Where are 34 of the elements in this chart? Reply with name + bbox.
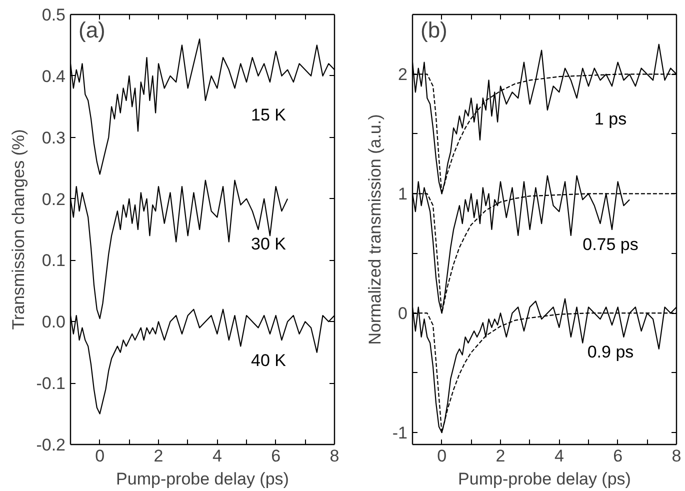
x-tick-label: 6 <box>613 446 623 466</box>
y-tick-label: -1 <box>392 424 408 443</box>
y-tick-label: 0.3 <box>42 128 66 148</box>
x-tick-label: 6 <box>271 446 281 466</box>
x-axis-title: Pump-probe delay (ps) <box>116 470 289 488</box>
x-tick-label: 8 <box>330 446 340 466</box>
y-axis-title: Transmission changes (%) <box>9 129 28 330</box>
y-tick-label: 0.4 <box>42 66 66 86</box>
x-axis-title: Pump-probe delay (ps) <box>458 470 631 488</box>
annotation: (b) <box>420 18 448 42</box>
y-tick-label: 0.1 <box>42 251 66 270</box>
y-tick-label: 2 <box>398 65 408 84</box>
y-tick-label: 0 <box>398 304 408 324</box>
y-tick-label: 0.2 <box>42 190 66 209</box>
annotation: (a) <box>78 18 106 42</box>
y-tick-label: 1 <box>398 184 408 204</box>
y-tick-label: -0.1 <box>36 374 66 394</box>
y-axis-title: Normalized transmission (a.u.) <box>365 114 384 345</box>
x-tick-label: 0 <box>437 446 447 466</box>
y-tick-label: 0.0 <box>42 312 66 332</box>
series-label: 1 ps <box>594 110 627 129</box>
series-label: 30 K <box>251 234 287 254</box>
y-tick-label: 0.5 <box>42 6 66 24</box>
x-tick-label: 0 <box>95 446 105 466</box>
legend-label: 0.75 ps <box>582 235 638 254</box>
x-tick-label: 4 <box>554 446 564 466</box>
series-label: 15 K <box>251 105 287 124</box>
series-label: 0.9 ps <box>587 342 634 362</box>
series-label: 40 K <box>251 351 287 370</box>
x-tick-label: 8 <box>672 446 682 466</box>
y-tick-label: -0.2 <box>36 436 66 454</box>
x-tick-label: 4 <box>212 446 222 466</box>
x-tick-label: 2 <box>154 446 164 466</box>
x-tick-label: 2 <box>496 446 506 466</box>
